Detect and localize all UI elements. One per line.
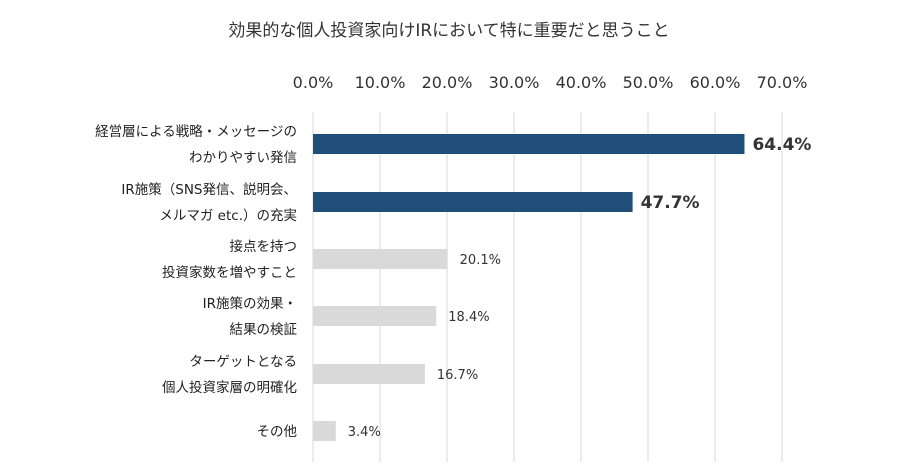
category-label: IR施策（SNS発信、説明会、メルマガ etc.）の充実 — [121, 181, 297, 224]
data-label: 16.7% — [437, 368, 478, 383]
category-label: 経営層による戦略・メッセージのわかりやすい発信 — [95, 124, 297, 166]
category-label: IR施策の効果・結果の検証 — [203, 295, 298, 338]
x-tick-label: 60.0% — [690, 73, 741, 92]
x-tick-label: 50.0% — [623, 73, 674, 92]
bar — [313, 421, 336, 441]
category-label: その他 — [257, 424, 298, 440]
grid-lines — [312, 112, 783, 462]
bar — [313, 249, 448, 269]
value-labels: 64.4% 47.7% 20.1% 18.4% 16.7% 3.4% — [348, 135, 812, 440]
x-tick-label: 10.0% — [355, 73, 406, 92]
x-axis-ticks: 0.0% 10.0% 20.0% 30.0% 40.0% 50.0% 60.0% 70.0% — [293, 73, 808, 92]
data-label: 47.7% — [641, 193, 700, 213]
x-tick-label: 30.0% — [489, 73, 540, 92]
bar — [313, 306, 437, 326]
category-label: 接点を持つ投資家数を増やすこと — [162, 238, 297, 281]
data-label: 20.1% — [460, 253, 501, 268]
chart-title: 効果的な個人投資家向けIRにおいて特に重要だと思うこと — [228, 21, 669, 41]
x-tick-label: 20.0% — [422, 73, 473, 92]
data-label: 18.4% — [448, 310, 489, 325]
category-label: ターゲットとなる個人投資家層の明確化 — [162, 354, 297, 396]
bar — [313, 192, 633, 212]
x-tick-label: 70.0% — [757, 73, 808, 92]
bar — [313, 134, 745, 154]
x-tick-label: 0.0% — [293, 73, 334, 92]
data-label: 3.4% — [348, 425, 381, 440]
bars — [313, 134, 745, 441]
x-tick-label: 40.0% — [556, 73, 607, 92]
data-label: 64.4% — [752, 135, 811, 155]
bar — [313, 364, 425, 384]
category-labels: 経営層による戦略・メッセージのわかりやすい発信 IR施策（SNS発信、説明会、メル… — [95, 124, 297, 440]
